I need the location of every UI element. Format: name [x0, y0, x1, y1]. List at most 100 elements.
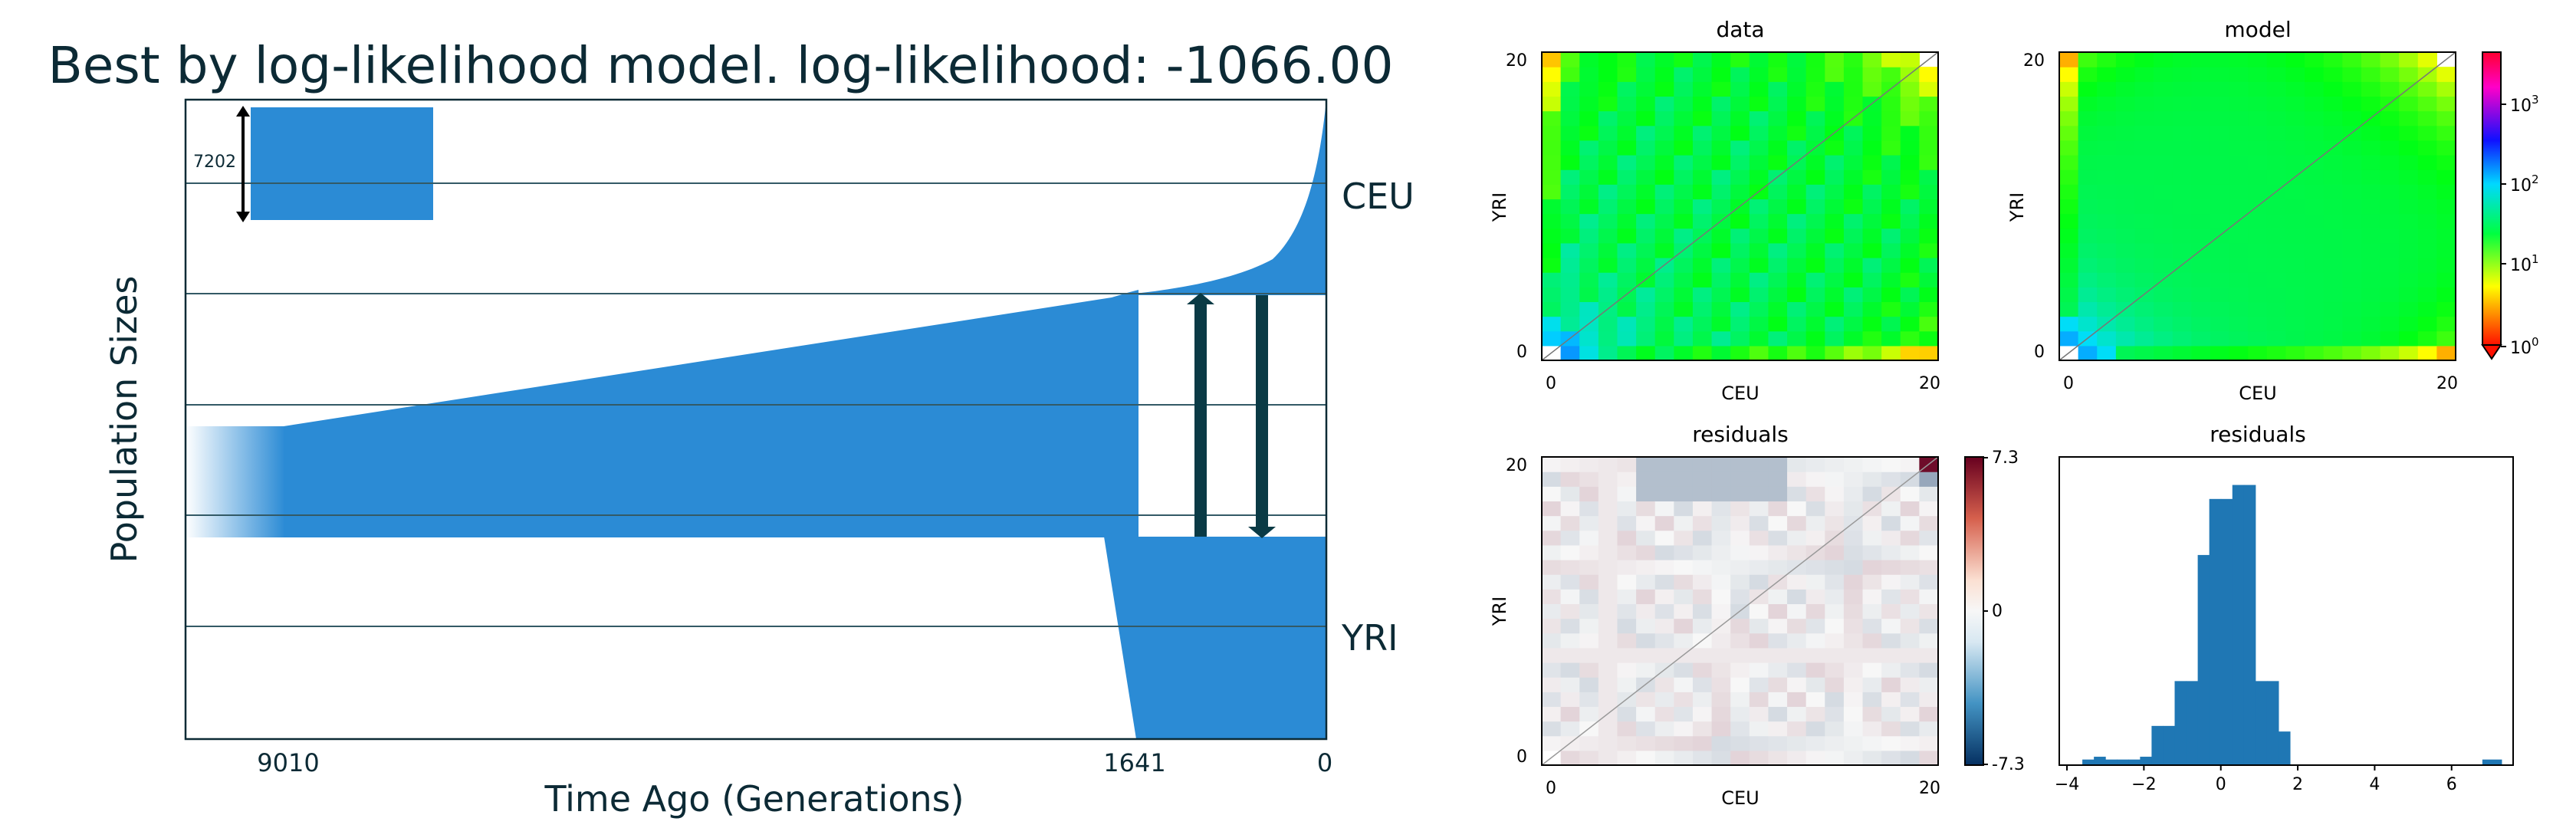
residual-cell: [1711, 544, 1731, 560]
size-scale-box: [251, 107, 433, 220]
heatmap-cell: [1674, 140, 1694, 156]
heatmap-cell: [1806, 67, 1825, 82]
residual-cell: [1919, 603, 1939, 619]
heatmap-cell: [2323, 184, 2343, 200]
residual-cell: [1862, 544, 1882, 560]
residual-cell: [1806, 692, 1825, 708]
residual-cell: [1919, 662, 1939, 678]
residual-cell: [1654, 677, 1674, 692]
heatmap-cell: [1730, 96, 1750, 112]
heatmap-cell: [2266, 52, 2287, 67]
heatmap-cell: [2115, 81, 2136, 97]
heatmap-cell: [1654, 125, 1674, 141]
heatmap-cell: [1674, 213, 1694, 229]
heatmap-cell: [2078, 199, 2098, 215]
residual-cell: [1560, 706, 1580, 722]
heatmap-cell: [2115, 52, 2136, 67]
data-heatmap-ylabel: YRI: [1489, 192, 1510, 222]
heatmap-cell: [1542, 330, 1562, 347]
heatmap-cell: [1711, 184, 1731, 200]
heatmap-cell: [2436, 155, 2456, 170]
residual-cell: [1787, 692, 1807, 708]
residual-heatmap-y-tick-0: 0: [1516, 748, 1527, 767]
residual-cell: [1843, 721, 1864, 737]
heatmap-cell: [1768, 330, 1788, 347]
residual-cell: [1862, 706, 1882, 722]
residual-cell: [1654, 472, 1674, 487]
residual-cell: [1542, 735, 1562, 751]
residual-cell: [1692, 662, 1713, 678]
residual-cell: [1692, 574, 1713, 590]
residual-heatmap-title: residuals: [1692, 422, 1789, 447]
histogram-bar: [2140, 757, 2152, 765]
heatmap-cell: [1542, 272, 1562, 288]
heatmap-cell: [2115, 169, 2136, 185]
heatmap-cell: [2285, 272, 2305, 288]
residual-cell: [1825, 603, 1845, 619]
heatmap-cell: [2134, 169, 2154, 185]
heatmap-cell: [2097, 228, 2117, 244]
heatmap-cell: [1636, 258, 1656, 273]
residual-cell: [1654, 544, 1674, 560]
heatmap-cell: [1862, 213, 1882, 229]
heatmap-cell: [1919, 287, 1939, 303]
heatmap-cell: [2305, 52, 2325, 67]
residual-cell: [1636, 647, 1656, 663]
model-colorbar: 103 102 101 100: [2481, 51, 2539, 360]
heatmap-cell: [2172, 213, 2192, 229]
residual-cell: [1542, 486, 1562, 502]
heatmap-cell: [1787, 301, 1807, 317]
heatmap-cell: [2323, 301, 2343, 317]
heatmap-cell: [1560, 228, 1580, 244]
heatmap-cell: [2078, 140, 2098, 156]
heatmap-cell: [2191, 96, 2211, 112]
residual-cell: [1919, 632, 1939, 649]
size-scale-label: 7202: [193, 153, 236, 172]
residual-cell: [1692, 589, 1713, 605]
heatmap-cell: [1768, 96, 1788, 112]
heatmap-cell: [2154, 155, 2174, 170]
residual-histogram-frame: [2058, 456, 2514, 766]
residual-cell: [1768, 692, 1788, 708]
heatmap-cell: [1806, 213, 1825, 229]
residual-cell: [1843, 662, 1864, 678]
residual-cell: [1560, 632, 1580, 649]
residual-cell: [1579, 486, 1599, 502]
heatmap-cell: [1654, 316, 1674, 332]
heatmap-cell: [1730, 169, 1750, 185]
heatmap-cell: [1617, 140, 1637, 156]
heatmap-cell: [1768, 228, 1788, 244]
heatmap-cell: [2229, 169, 2249, 185]
ceu-population-growth: [1135, 100, 1326, 295]
residual-cell: [1711, 560, 1731, 575]
heatmap-cell: [1881, 213, 1901, 229]
residual-cell: [1749, 750, 1769, 766]
heatmap-cell: [1636, 301, 1656, 317]
heatmap-cell: [2078, 155, 2098, 170]
residual-cell: [1825, 632, 1845, 649]
heatmap-cell: [1598, 258, 1618, 273]
heatmap-cell: [1692, 155, 1713, 170]
residual-cell: [1636, 735, 1656, 751]
residual-cell: [1806, 618, 1825, 634]
residual-cell: [1711, 457, 1731, 472]
residual-cell: [1674, 486, 1694, 502]
residual-cell: [1919, 677, 1939, 692]
heatmap-cell: [2134, 242, 2154, 258]
heatmap-cell: [2115, 330, 2136, 347]
heatmap-cell: [1749, 125, 1769, 141]
heatmap-cell: [1730, 272, 1750, 288]
heatmap-cell: [1919, 301, 1939, 317]
heatmap-cell: [2380, 155, 2400, 170]
heatmap-cell: [1749, 287, 1769, 303]
histogram-bar: [2243, 485, 2256, 765]
residual-cell: [1919, 735, 1939, 751]
heatmap-cell: [2191, 140, 2211, 156]
residual-cell: [1617, 589, 1637, 605]
residual-cell: [1654, 692, 1674, 708]
heatmap-cell: [1768, 258, 1788, 273]
heatmap-cell: [2323, 169, 2343, 185]
heatmap-cell: [1654, 330, 1674, 347]
heatmap-cell: [2380, 67, 2400, 82]
residual-cell: [1617, 501, 1637, 517]
